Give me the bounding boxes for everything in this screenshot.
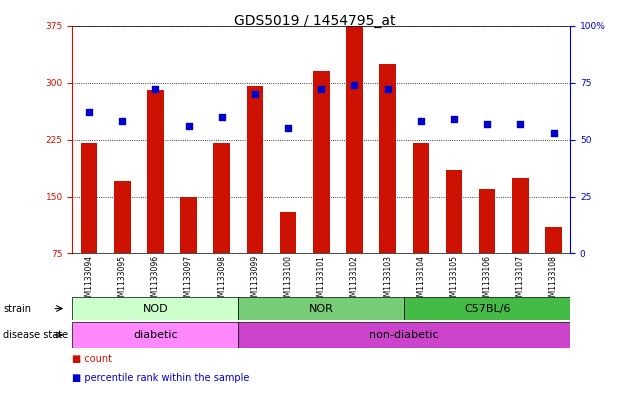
Bar: [545, 227, 562, 253]
Bar: [404, 297, 570, 320]
Point: [549, 130, 559, 136]
Bar: [72, 297, 238, 320]
Point: [350, 82, 360, 88]
Bar: [512, 178, 529, 253]
Text: non-diabetic: non-diabetic: [369, 330, 439, 340]
Bar: [379, 64, 396, 253]
Point: [151, 86, 161, 92]
Bar: [238, 322, 570, 348]
Point: [515, 120, 525, 127]
Bar: [346, 26, 363, 253]
Bar: [180, 196, 197, 253]
Bar: [479, 189, 495, 253]
Bar: [81, 143, 98, 253]
Point: [250, 91, 260, 97]
Point: [183, 123, 193, 129]
Point: [84, 109, 94, 115]
Point: [449, 116, 459, 122]
Bar: [114, 181, 130, 253]
Text: diabetic: diabetic: [133, 330, 178, 340]
Bar: [446, 170, 462, 253]
Text: NOR: NOR: [309, 303, 334, 314]
Text: disease state: disease state: [3, 330, 68, 340]
Bar: [413, 143, 429, 253]
Text: strain: strain: [3, 303, 31, 314]
Bar: [147, 90, 164, 253]
Bar: [313, 71, 329, 253]
Text: ■ percentile rank within the sample: ■ percentile rank within the sample: [72, 373, 250, 382]
Text: C57BL/6: C57BL/6: [464, 303, 510, 314]
Point: [482, 120, 492, 127]
Bar: [214, 143, 230, 253]
Text: ■ count: ■ count: [72, 354, 112, 364]
Point: [382, 86, 392, 92]
Bar: [72, 322, 238, 348]
Text: NOD: NOD: [142, 303, 168, 314]
Point: [283, 125, 293, 131]
Point: [416, 118, 426, 125]
Point: [217, 114, 227, 120]
Text: GDS5019 / 1454795_at: GDS5019 / 1454795_at: [234, 14, 396, 28]
Point: [316, 86, 326, 92]
Bar: [280, 212, 296, 253]
Point: [117, 118, 127, 125]
Bar: [238, 297, 404, 320]
Bar: [246, 86, 263, 253]
